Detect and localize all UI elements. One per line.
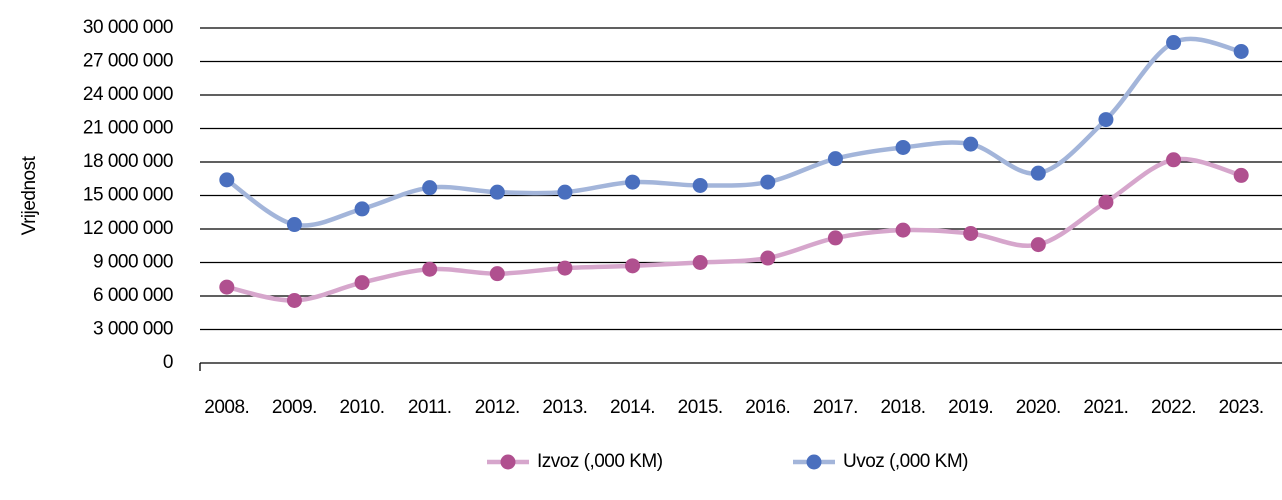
x-tick-label: 2011. xyxy=(408,397,452,418)
legend-marker xyxy=(500,454,516,470)
marker xyxy=(1098,112,1114,128)
marker xyxy=(1166,152,1182,168)
marker xyxy=(1233,43,1249,59)
marker xyxy=(219,279,235,295)
x-tick-label: 2012. xyxy=(475,397,520,418)
x-tick-label: 2019. xyxy=(948,397,993,418)
marker xyxy=(557,184,573,200)
marker xyxy=(1166,35,1182,51)
marker xyxy=(286,217,302,233)
y-tick-label: 15 000 000 xyxy=(83,185,173,206)
marker xyxy=(422,180,438,196)
legend-label: Izvoz (,000 KM) xyxy=(537,451,663,472)
y-tick-label: 9 000 000 xyxy=(93,252,173,273)
x-tick-label: 2015. xyxy=(678,397,723,418)
y-tick-label: 6 000 000 xyxy=(93,285,173,306)
marker xyxy=(895,222,911,238)
marker xyxy=(692,255,708,270)
marker xyxy=(692,177,708,193)
y-tick-label: 0 xyxy=(163,352,173,373)
x-tick-label: 2010. xyxy=(340,397,385,418)
marker xyxy=(422,261,438,277)
y-tick-label: 18 000 000 xyxy=(83,151,173,172)
x-tick-label: 2013. xyxy=(542,397,587,418)
x-tick-label: 2023. xyxy=(1219,397,1264,418)
marker xyxy=(1233,167,1249,183)
marker xyxy=(760,250,776,266)
x-tick-label: 2016. xyxy=(745,397,790,418)
marker xyxy=(625,258,641,274)
marker xyxy=(489,266,505,282)
legend-label: Uvoz (,000 KM) xyxy=(843,451,968,472)
x-tick-label: 2022. xyxy=(1151,397,1196,418)
y-tick-label: 21 000 000 xyxy=(83,118,173,139)
series-line xyxy=(226,156,1242,303)
marker xyxy=(1030,165,1046,181)
marker xyxy=(354,275,370,291)
y-tick-label: 3 000 000 xyxy=(93,319,173,340)
marker xyxy=(489,184,505,200)
y-axis-label: Vrijednost xyxy=(19,155,40,235)
y-tick-label: 12 000 000 xyxy=(83,218,173,239)
marker xyxy=(219,172,235,188)
marker xyxy=(354,201,370,217)
marker xyxy=(1030,237,1046,253)
y-tick-label: 27 000 000 xyxy=(83,51,173,72)
x-tick-label: 2014. xyxy=(610,397,655,418)
marker xyxy=(625,174,641,190)
x-tick-label: 2008. xyxy=(204,397,249,418)
marker xyxy=(827,151,843,167)
marker xyxy=(1098,194,1114,210)
marker xyxy=(963,225,979,241)
marker xyxy=(760,174,776,190)
marker xyxy=(895,139,911,155)
x-tick-label: 2020. xyxy=(1016,397,1061,418)
x-tick-label: 2018. xyxy=(881,397,926,418)
marker xyxy=(827,230,843,246)
y-tick-label: 30 000 000 xyxy=(83,17,173,38)
marker xyxy=(963,136,979,152)
marker xyxy=(286,292,302,308)
x-tick-label: 2021. xyxy=(1083,397,1128,418)
x-tick-label: 2009. xyxy=(272,397,317,418)
x-tick-label: 2017. xyxy=(813,397,858,418)
series-line xyxy=(225,36,1242,228)
y-tick-label: 24 000 000 xyxy=(83,84,173,105)
legend-marker xyxy=(806,454,822,470)
marker xyxy=(557,260,573,276)
